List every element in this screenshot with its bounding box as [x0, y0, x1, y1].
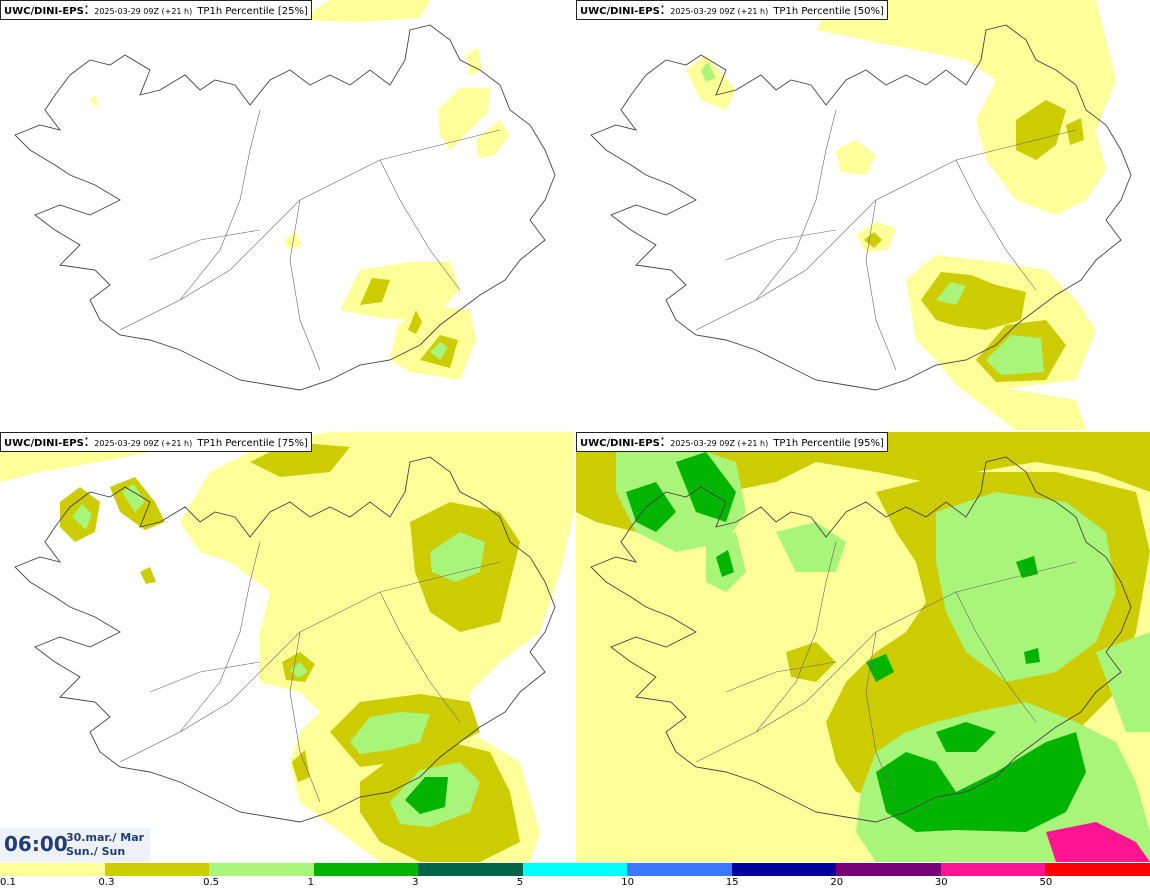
iceland-coastline	[590, 456, 1132, 823]
field-name: TP1h Percentile [95%]	[773, 438, 884, 449]
road-network	[695, 109, 1077, 371]
legend-tick-label: 0.5	[203, 877, 219, 888]
legend-tick-label: 1	[307, 877, 314, 888]
legend-swatch	[0, 863, 106, 876]
iceland-coastline	[590, 24, 1132, 391]
precip-map-p75	[0, 432, 574, 862]
model-name: UWC/DINI-EPS	[580, 438, 660, 449]
legend-swatch	[522, 863, 628, 876]
run-time: 2025-03-29 09Z (+21 h)	[94, 7, 193, 16]
map-panel-p75: UWC/DINI-EPS: 2025-03-29 09Z (+21 h) TP1…	[0, 432, 574, 862]
field-name: TP1h Percentile [50%]	[773, 6, 884, 17]
color-legend: 0.1 0.3 0.5 1 3 5 10 15 20 30 50	[0, 862, 1150, 891]
legend-tick-label: 0.1	[0, 877, 16, 888]
legend-swatch	[209, 863, 315, 876]
iceland-coastline	[14, 456, 556, 823]
precip-fields	[0, 432, 574, 862]
legend-swatch	[418, 863, 524, 876]
iceland-coastline	[14, 24, 556, 391]
legend-tick-label: 50	[1039, 877, 1053, 888]
legend-swatch	[731, 863, 837, 876]
legend-tick-label: 20	[830, 877, 844, 888]
legend-tick-label: 0.3	[98, 877, 115, 888]
map-panel-p50: UWC/DINI-EPS: 2025-03-29 09Z (+21 h) TP1…	[576, 0, 1150, 430]
road-network	[119, 541, 501, 803]
precip-map-p25	[14, 0, 556, 391]
valid-date-line2: Sun./ Sun	[66, 845, 126, 858]
legend-tick-label: 15	[725, 877, 739, 888]
legend-tick-label: 5	[516, 877, 524, 888]
map-panel-p25: UWC/DINI-EPS: 2025-03-29 09Z (+21 h) TP1…	[0, 0, 574, 430]
legend-swatch	[836, 863, 942, 876]
legend-swatch	[104, 863, 210, 876]
panel-title: UWC/DINI-EPS: 2025-03-29 09Z (+21 h) TP1…	[576, 432, 888, 452]
valid-time-box: 06:00 30.mar./ Mar Sun./ Sun	[0, 828, 150, 862]
run-time: 2025-03-29 09Z (+21 h)	[670, 7, 769, 16]
precip-fields	[576, 432, 1150, 862]
legend-tick-label: 3	[412, 877, 419, 888]
precip-map-p95	[576, 432, 1150, 862]
field-name: TP1h Percentile [75%]	[197, 438, 308, 449]
legend-swatch	[313, 863, 419, 876]
legend-swatch	[627, 863, 733, 876]
model-name: UWC/DINI-EPS	[4, 438, 84, 449]
field-name: TP1h Percentile [25%]	[197, 6, 308, 17]
valid-date: 30.mar./ Mar Sun./ Sun	[66, 831, 144, 859]
legend-tick-label: 30	[934, 877, 948, 888]
precip-fields	[90, 0, 510, 380]
model-name: UWC/DINI-EPS	[580, 6, 660, 17]
valid-date-line1: 30.mar./ Mar	[66, 831, 145, 844]
legend-tick-label: 10	[621, 877, 634, 888]
panel-title: UWC/DINI-EPS: 2025-03-29 09Z (+21 h) TP1…	[0, 432, 312, 452]
panel-title: UWC/DINI-EPS: 2025-03-29 09Z (+21 h) TP1…	[0, 0, 312, 20]
run-time: 2025-03-29 09Z (+21 h)	[94, 439, 193, 448]
legend-swatch	[1045, 863, 1150, 876]
legend-swatch	[940, 863, 1046, 876]
map-panel-p95: UWC/DINI-EPS: 2025-03-29 09Z (+21 h) TP1…	[576, 432, 1150, 862]
model-name: UWC/DINI-EPS	[4, 6, 84, 17]
panel-title: UWC/DINI-EPS: 2025-03-29 09Z (+21 h) TP1…	[576, 0, 888, 20]
precip-map-p50	[590, 0, 1132, 430]
road-network	[695, 541, 1077, 803]
valid-time: 06:00	[4, 832, 68, 856]
precip-fields	[686, 0, 1116, 430]
road-network	[119, 109, 501, 371]
run-time: 2025-03-29 09Z (+21 h)	[670, 439, 769, 448]
